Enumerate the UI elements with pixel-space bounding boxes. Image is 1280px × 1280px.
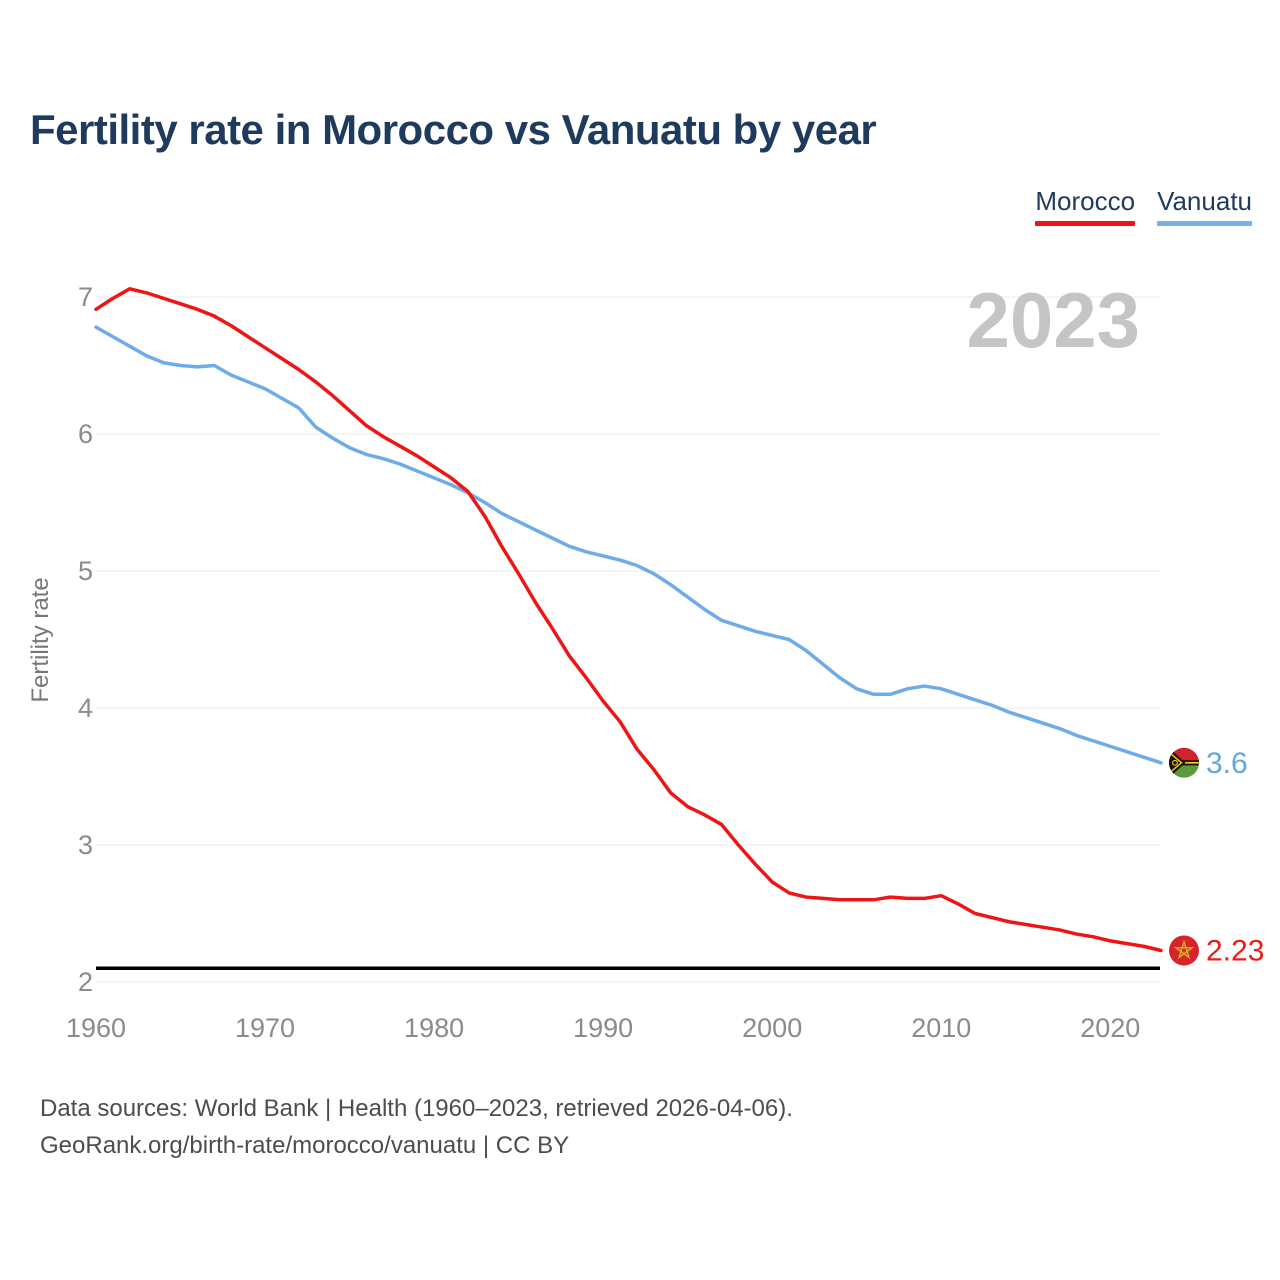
x-tick-1980: 1980 <box>404 1013 464 1043</box>
x-axis-tick-labels: 1960 1970 1980 1990 2000 2010 2020 <box>66 1013 1140 1043</box>
legend-underline-morocco <box>1035 221 1136 226</box>
x-tick-2000: 2000 <box>742 1013 802 1043</box>
legend: Morocco Vanuatu <box>1035 186 1252 226</box>
x-tick-2020: 2020 <box>1080 1013 1140 1043</box>
y-tick-2: 2 <box>78 967 93 997</box>
vanuatu-series-line <box>94 325 1163 765</box>
y-tick-5: 5 <box>78 556 93 586</box>
legend-label-morocco: Morocco <box>1035 186 1136 216</box>
footer: Data sources: World Bank | Health (1960–… <box>40 1090 793 1164</box>
legend-item-vanuatu[interactable]: Vanuatu <box>1157 186 1252 226</box>
legend-underline-vanuatu <box>1157 221 1252 226</box>
data-source-line: Data sources: World Bank | Health (1960–… <box>40 1095 793 1122</box>
legend-item-morocco[interactable]: Morocco <box>1035 186 1136 226</box>
watermark-year: 2023 <box>966 276 1140 364</box>
attribution-line: GeoRank.org/birth-rate/morocco/vanuatu |… <box>40 1132 570 1159</box>
page-title: Fertility rate in Morocco vs Vanuatu by … <box>30 106 877 153</box>
x-tick-1970: 1970 <box>235 1013 295 1043</box>
y-axis-tick-labels: 2 3 4 5 6 7 <box>78 282 93 997</box>
y-tick-7: 7 <box>78 282 93 312</box>
vanuatu-flag-icon <box>1169 747 1199 778</box>
gridlines <box>96 296 1160 983</box>
legend-label-vanuatu: Vanuatu <box>1157 186 1252 216</box>
y-tick-6: 6 <box>78 419 93 449</box>
x-tick-1990: 1990 <box>573 1013 633 1043</box>
y-axis-title: Fertility rate <box>27 577 54 702</box>
x-tick-1960: 1960 <box>66 1013 126 1043</box>
x-tick-2010: 2010 <box>911 1013 971 1043</box>
morocco-flag-icon <box>1169 935 1199 966</box>
y-tick-4: 4 <box>78 693 93 723</box>
morocco-end-value-label: 2.23 <box>1206 934 1264 967</box>
vanuatu-end-value-label: 3.6 <box>1206 747 1248 780</box>
morocco-series-line <box>94 287 1163 953</box>
y-tick-3: 3 <box>78 830 93 860</box>
